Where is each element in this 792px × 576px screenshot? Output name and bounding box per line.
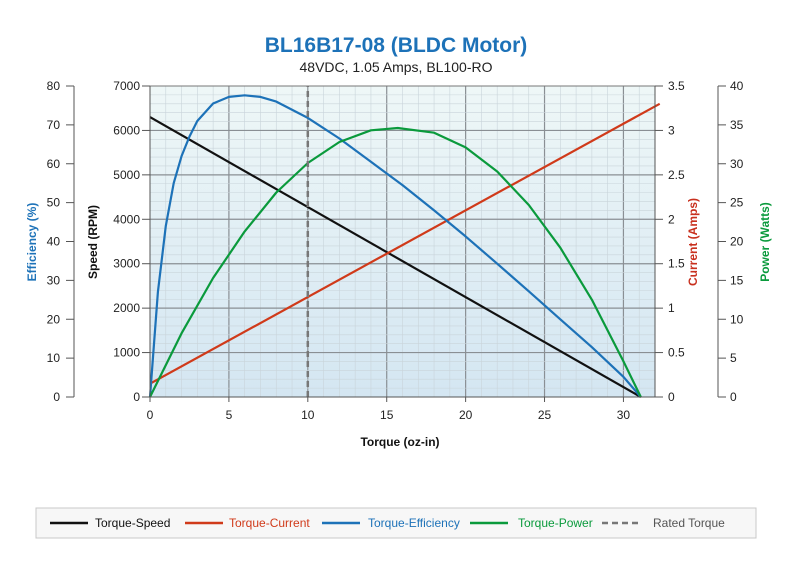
chart-title: BL16B17-08 (BLDC Motor) xyxy=(265,34,528,57)
series-torque-speed xyxy=(149,116,642,398)
efficiency-tick-label: 50 xyxy=(47,196,61,210)
speed-tick-label: 5000 xyxy=(113,168,140,182)
legend-label: Torque-Current xyxy=(229,516,310,530)
current-tick-label: 1.5 xyxy=(668,257,685,271)
x-tick-label: 5 xyxy=(226,408,233,422)
efficiency-tick-label: 40 xyxy=(47,235,61,249)
speed-tick-label: 2000 xyxy=(113,301,140,315)
series-torque-current xyxy=(149,102,661,385)
efficiency-tick-label: 0 xyxy=(53,390,60,404)
efficiency-axis-label: Efficiency (%) xyxy=(25,203,39,282)
series-torque-efficiency xyxy=(148,94,642,398)
chart-subtitle: 48VDC, 1.05 Amps, BL100-RO xyxy=(300,59,493,75)
legend-label: Torque-Speed xyxy=(95,516,170,530)
speed-tick-label: 3000 xyxy=(113,257,140,271)
efficiency-tick-label: 60 xyxy=(47,157,61,171)
efficiency-tick-label: 20 xyxy=(47,312,61,326)
speed-tick-label: 4000 xyxy=(113,212,140,226)
legend: Torque-Speed Torque-Current Torque-Efficie… xyxy=(50,516,725,530)
x-tick-label: 20 xyxy=(459,408,473,422)
power-tick-label: 5 xyxy=(730,351,737,365)
current-tick-label: 3 xyxy=(668,123,675,137)
x-tick-label: 10 xyxy=(301,408,315,422)
series-torque-power xyxy=(149,126,642,398)
current-tick-label: 0 xyxy=(668,390,675,404)
efficiency-tick-label: 80 xyxy=(47,79,61,93)
current-tick-label: 1 xyxy=(668,301,675,315)
legend-label: Torque-Efficiency xyxy=(368,516,460,530)
power-axis-label: Power (Watts) xyxy=(758,202,772,282)
power-tick-label: 25 xyxy=(730,196,744,210)
efficiency-tick-label: 10 xyxy=(47,351,61,365)
axes-layer: 0102030405060708001000200030004000500060… xyxy=(47,79,744,422)
x-tick-label: 15 xyxy=(380,408,394,422)
speed-tick-label: 0 xyxy=(133,390,140,404)
efficiency-tick-label: 30 xyxy=(47,273,61,287)
current-axis-label: Current (Amps) xyxy=(686,198,700,286)
speed-tick-label: 7000 xyxy=(113,79,140,93)
power-tick-label: 0 xyxy=(730,390,737,404)
x-tick-label: 25 xyxy=(538,408,552,422)
efficiency-tick-label: 70 xyxy=(47,118,61,132)
power-tick-label: 20 xyxy=(730,235,744,249)
current-tick-label: 2.5 xyxy=(668,168,685,182)
current-tick-label: 0.5 xyxy=(668,346,685,360)
power-tick-label: 15 xyxy=(730,273,744,287)
current-tick-label: 3.5 xyxy=(668,79,685,93)
speed-tick-label: 1000 xyxy=(113,346,140,360)
speed-tick-label: 6000 xyxy=(113,123,140,137)
power-tick-label: 40 xyxy=(730,79,744,93)
current-tick-label: 2 xyxy=(668,212,675,226)
series-layer xyxy=(148,86,661,398)
power-tick-label: 10 xyxy=(730,312,744,326)
speed-axis-label: Speed (RPM) xyxy=(86,205,100,279)
x-axis-label: Torque (oz-in) xyxy=(360,435,439,449)
power-tick-label: 35 xyxy=(730,118,744,132)
power-tick-label: 30 xyxy=(730,157,744,171)
x-tick-label: 0 xyxy=(147,408,154,422)
legend-label: Torque-Power xyxy=(518,516,593,530)
legend-label: Rated Torque xyxy=(653,516,725,530)
x-tick-label: 30 xyxy=(617,408,631,422)
